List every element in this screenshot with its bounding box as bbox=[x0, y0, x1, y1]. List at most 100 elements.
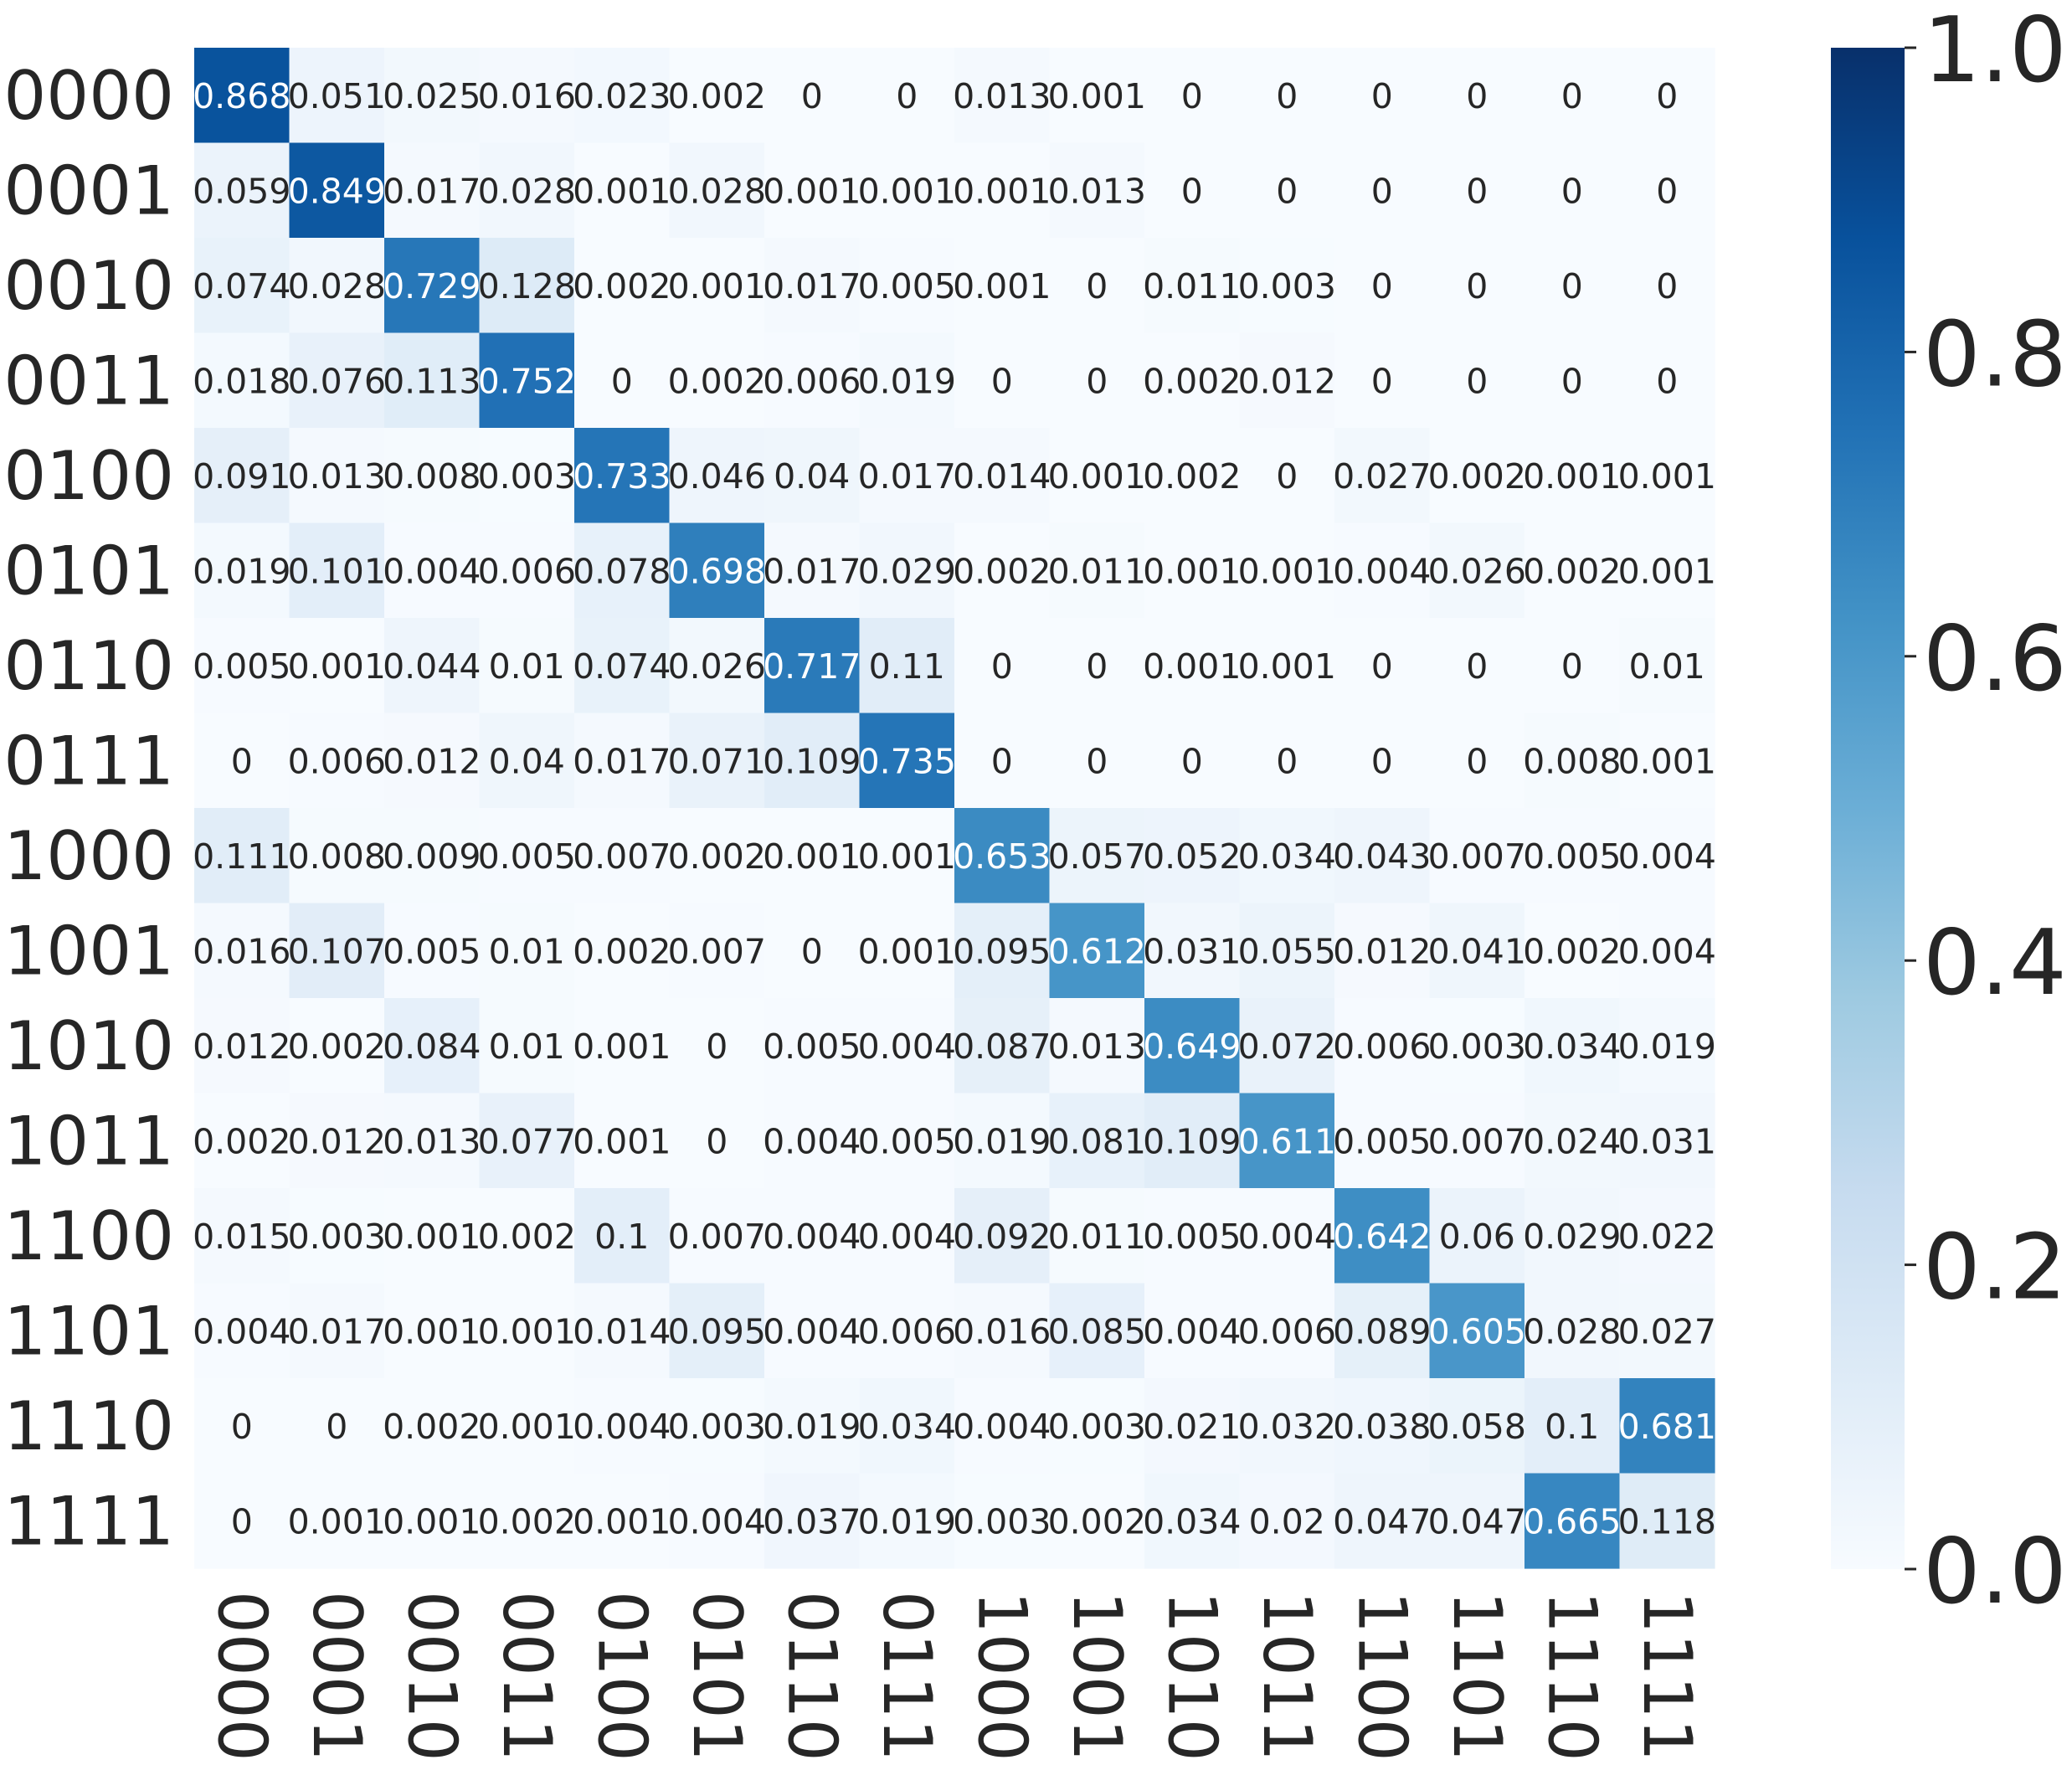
cell-value-label: 0.051 bbox=[288, 76, 386, 116]
cell-value-label: 0 bbox=[1656, 266, 1678, 306]
heatmap-cell bbox=[1144, 903, 1241, 999]
cell-value-label: 0.095 bbox=[953, 931, 1051, 971]
x-tick-label: 0111 bbox=[868, 1591, 946, 1761]
heatmap-cell bbox=[764, 808, 861, 904]
heatmap-cell bbox=[669, 713, 765, 809]
cell-value-label: 0.012 bbox=[383, 741, 481, 781]
heatmap-cell bbox=[1239, 998, 1335, 1094]
cell-value-label: 0.017 bbox=[763, 551, 861, 591]
heatmap-cell bbox=[764, 238, 861, 334]
heatmap-cell bbox=[194, 1473, 290, 1569]
cell-value-label: 0.092 bbox=[953, 1217, 1051, 1257]
cell-value-label: 0.003 bbox=[668, 1407, 766, 1447]
heatmap-cell bbox=[384, 903, 481, 999]
heatmap-cell bbox=[384, 1378, 481, 1474]
cell-value-label: 0.006 bbox=[288, 741, 386, 781]
cell-value-label: 0.019 bbox=[1618, 1027, 1716, 1067]
heatmap-cell bbox=[954, 1188, 1051, 1284]
cell-value-label: 0 bbox=[1276, 76, 1298, 116]
heatmap-cell bbox=[574, 713, 671, 809]
cell-value-label: 0 bbox=[1466, 76, 1488, 116]
heatmap-cell bbox=[1619, 1378, 1715, 1474]
heatmap-cell bbox=[669, 808, 765, 904]
cell-value-label: 0.001 bbox=[478, 1311, 576, 1351]
heatmap-cell bbox=[289, 238, 385, 334]
cell-value-label: 0.017 bbox=[858, 456, 956, 497]
heatmap-cell bbox=[479, 48, 575, 144]
cell-value-label: 0.001 bbox=[573, 171, 671, 211]
cell-value-label: 0.002 bbox=[1143, 456, 1241, 497]
heatmap-cell bbox=[1334, 1188, 1431, 1284]
cell-value-label: 0.002 bbox=[573, 266, 671, 306]
heatmap-cell bbox=[1144, 1093, 1241, 1189]
cell-value-label: 0 bbox=[1086, 266, 1108, 306]
heatmap-cell bbox=[1429, 713, 1525, 809]
cell-value-label: 0.027 bbox=[1333, 456, 1431, 497]
cell-value-label: 0 bbox=[1371, 171, 1393, 211]
cell-value-label: 0.004 bbox=[1238, 1217, 1336, 1257]
heatmap-cell bbox=[859, 1283, 955, 1379]
heatmap-cell bbox=[384, 1188, 481, 1284]
heatmap-cell bbox=[1144, 522, 1241, 619]
cell-value-label: 0.052 bbox=[1143, 836, 1241, 877]
heatmap-cell bbox=[1619, 142, 1715, 239]
heatmap-cell bbox=[574, 1473, 671, 1569]
heatmap-cell bbox=[1049, 428, 1145, 524]
x-tick-label: 1100 bbox=[1343, 1591, 1421, 1761]
cell-value-label: 0.002 bbox=[193, 1121, 290, 1161]
heatmap-cell bbox=[1239, 1378, 1335, 1474]
cell-value-label: 0.001 bbox=[1618, 741, 1716, 781]
heatmap-cell bbox=[669, 522, 765, 619]
heatmap-cell bbox=[1524, 522, 1621, 619]
cell-value-label: 0.031 bbox=[1143, 931, 1241, 971]
cell-value-label: 0.001 bbox=[1618, 456, 1716, 497]
cell-value-label: 0.698 bbox=[668, 551, 766, 591]
cell-value-label: 0.007 bbox=[668, 1217, 766, 1257]
cell-value-label: 0.008 bbox=[1523, 741, 1621, 781]
heatmap-cell bbox=[1239, 1093, 1335, 1189]
cell-value-label: 0.038 bbox=[1333, 1407, 1431, 1447]
heatmap-cell bbox=[1144, 428, 1241, 524]
heatmap-cell bbox=[1429, 1378, 1525, 1474]
cell-value-label: 0.007 bbox=[1428, 836, 1526, 877]
heatmap-cell bbox=[1429, 1093, 1525, 1189]
heatmap-cell bbox=[1049, 332, 1145, 429]
heatmap-cell bbox=[1144, 48, 1241, 144]
y-tick-label: 1100 bbox=[3, 1197, 174, 1275]
colorbar-tick-label: 0.6 bbox=[1923, 607, 2067, 712]
heatmap-cell bbox=[859, 1093, 955, 1189]
heatmap-cell bbox=[1049, 808, 1145, 904]
cell-value-label: 0.026 bbox=[1428, 551, 1526, 591]
heatmap-cell bbox=[479, 1093, 575, 1189]
heatmap-cell bbox=[1619, 1283, 1715, 1379]
cell-value-label: 0.029 bbox=[1523, 1217, 1621, 1257]
cell-value-label: 0 bbox=[231, 741, 253, 781]
cell-value-label: 0 bbox=[1086, 361, 1108, 401]
heatmap-cell bbox=[289, 1188, 385, 1284]
cell-value-label: 0.001 bbox=[383, 1217, 481, 1257]
cell-value-label: 0.029 bbox=[858, 551, 956, 591]
heatmap-cell bbox=[859, 1378, 955, 1474]
cell-value-label: 0.109 bbox=[1143, 1121, 1241, 1161]
cell-value-label: 0.028 bbox=[1523, 1311, 1621, 1351]
cell-value-label: 0.005 bbox=[858, 266, 956, 306]
cell-value-label: 0.013 bbox=[383, 1121, 481, 1161]
heatmap-cell bbox=[1429, 998, 1525, 1094]
heatmap-cell bbox=[1049, 618, 1145, 714]
cell-value-label: 0.074 bbox=[193, 266, 290, 306]
cell-value-label: 0 bbox=[1561, 361, 1583, 401]
cell-value-label: 0.025 bbox=[383, 76, 481, 116]
heatmap-cell bbox=[1334, 998, 1431, 1094]
cell-value-label: 0 bbox=[1561, 76, 1583, 116]
y-tick-label: 0000 bbox=[3, 57, 174, 135]
cell-value-label: 0 bbox=[801, 76, 823, 116]
heatmap-cell bbox=[1429, 1473, 1525, 1569]
heatmap-cell bbox=[194, 332, 290, 429]
heatmap-cell bbox=[1049, 142, 1145, 239]
x-tick-label: 1110 bbox=[1533, 1591, 1611, 1761]
cell-value-label: 0.003 bbox=[478, 456, 576, 497]
heatmap-cell bbox=[289, 998, 385, 1094]
cell-value-label: 0.021 bbox=[1143, 1407, 1241, 1447]
heatmap-cell bbox=[954, 1093, 1051, 1189]
cell-value-label: 0.001 bbox=[573, 1121, 671, 1161]
